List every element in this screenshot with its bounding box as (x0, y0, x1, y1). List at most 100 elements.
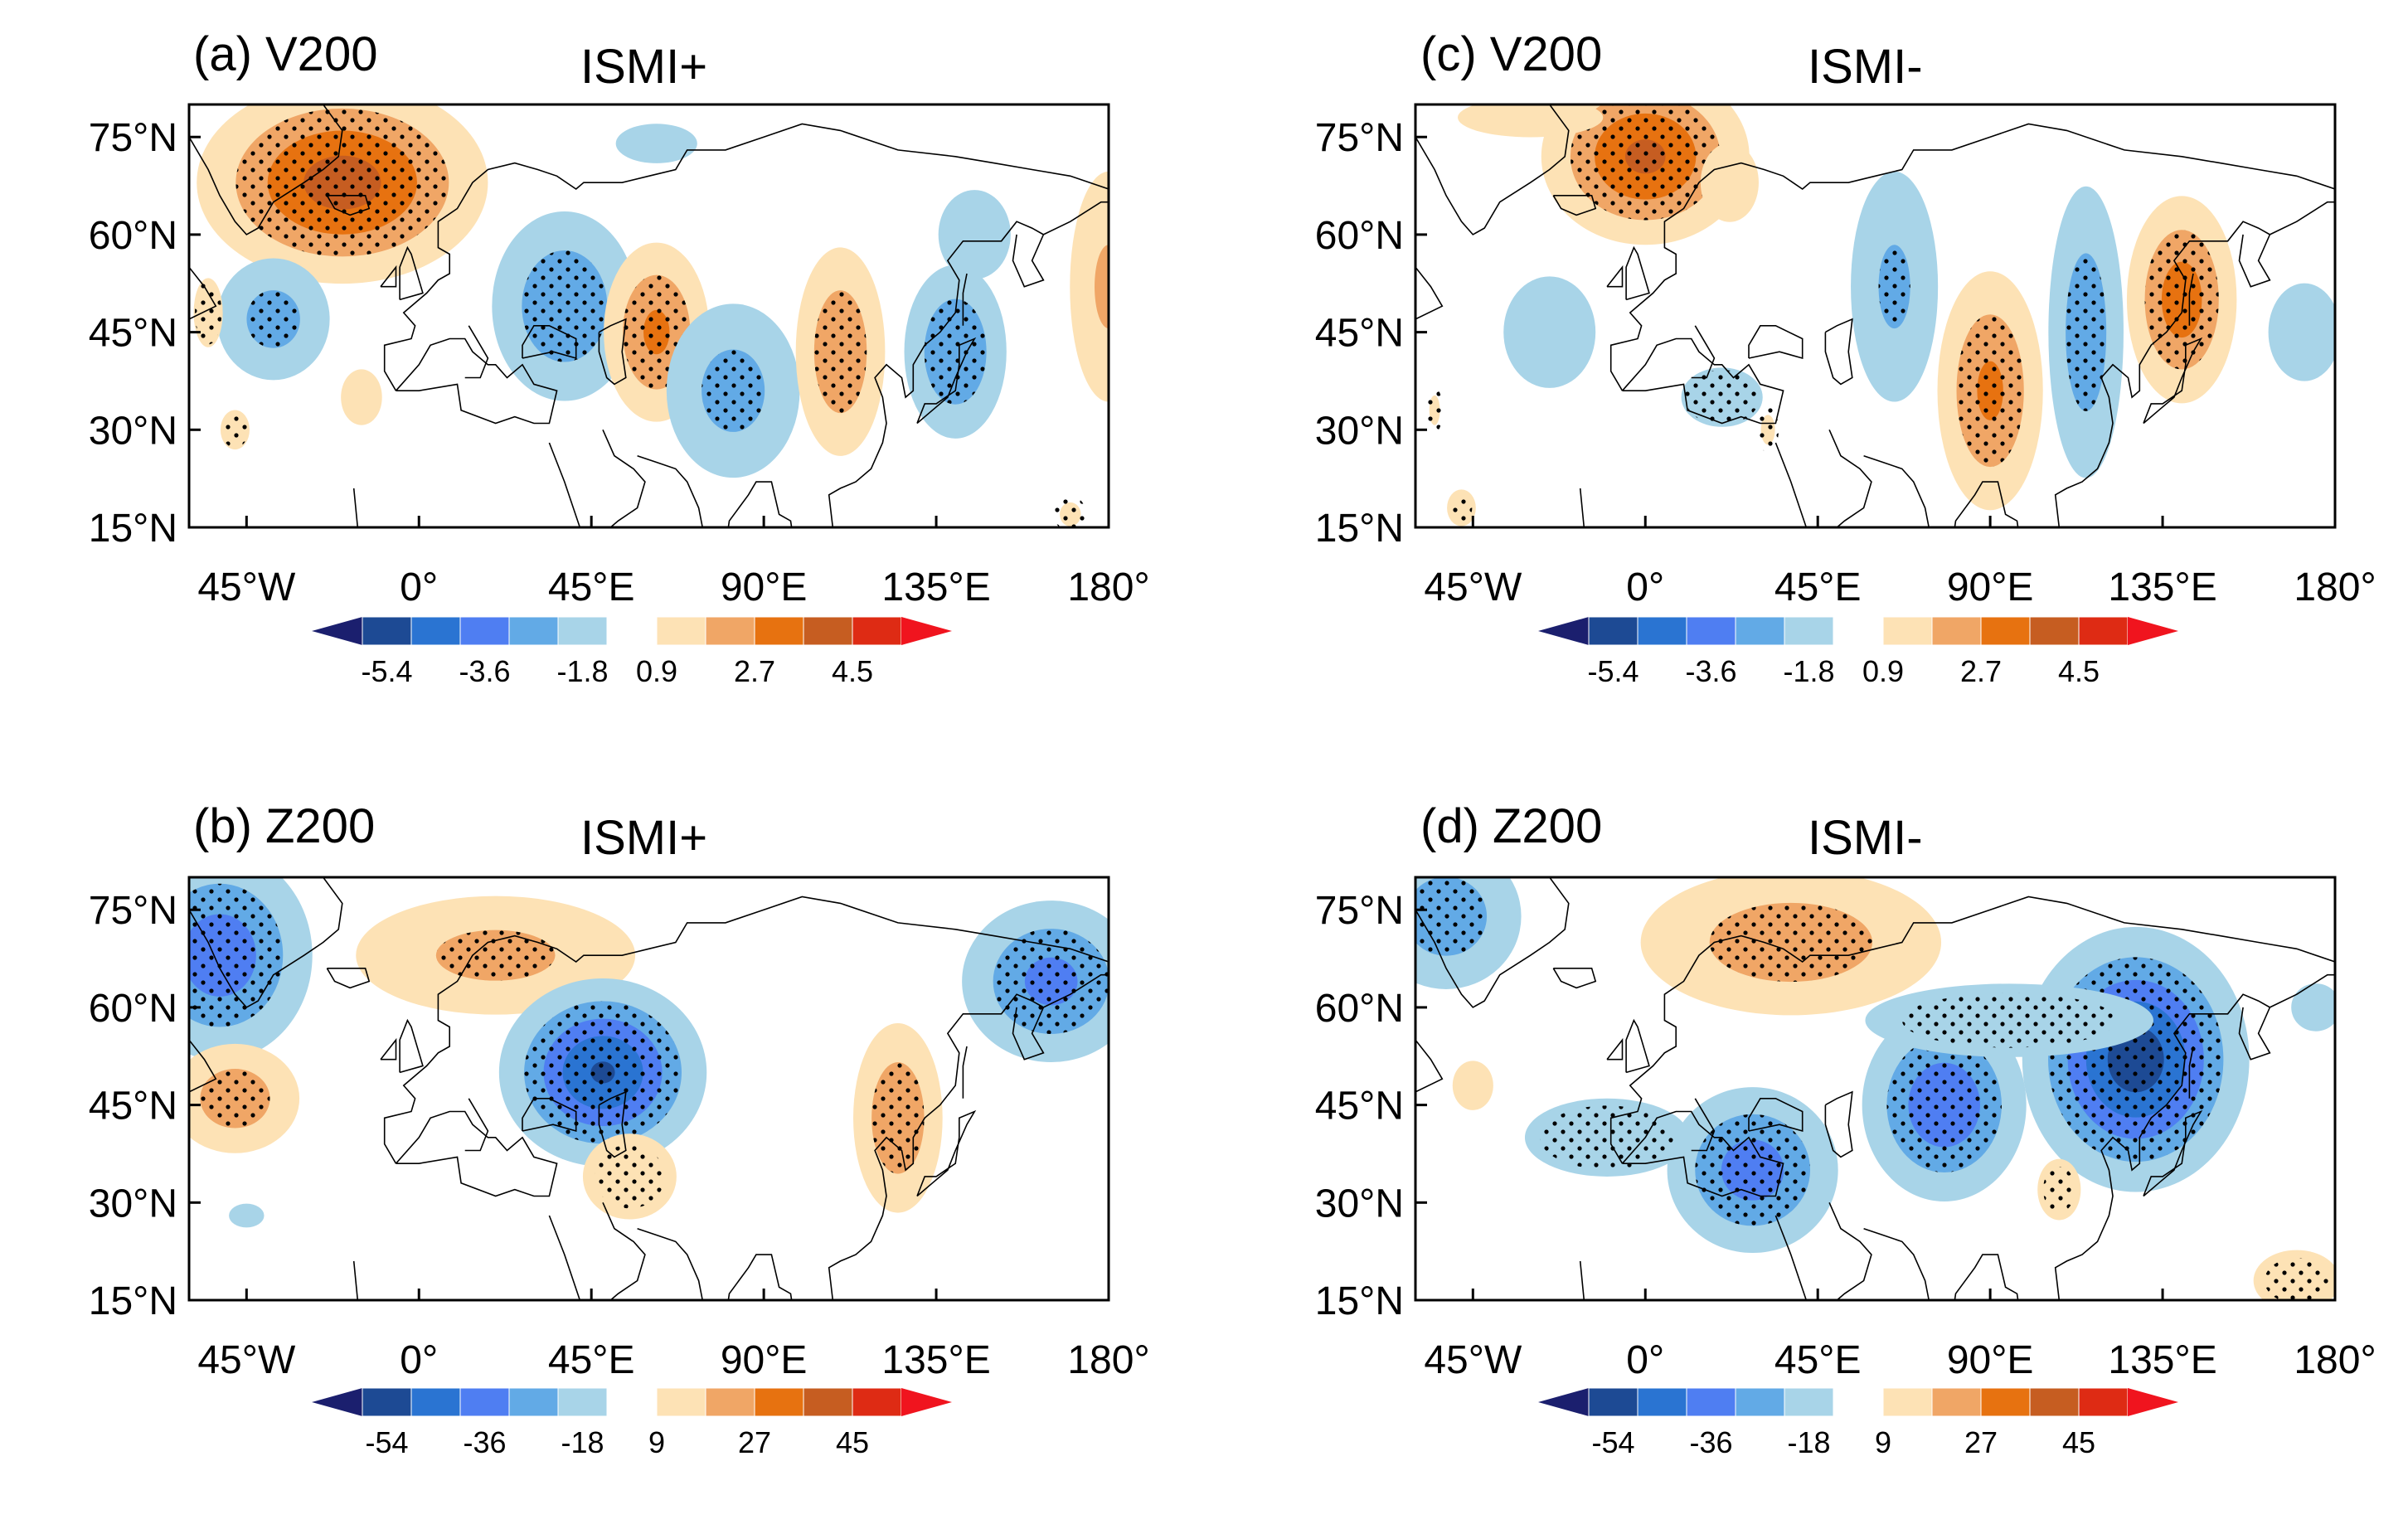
lat-tick-label: 60°N (1315, 214, 1404, 258)
lat-tick-label: 60°N (89, 214, 177, 258)
anomaly-a-9 (795, 247, 886, 456)
panel-c-coastlines (1415, 104, 2335, 527)
coastline-a-15 (916, 337, 977, 425)
lon-tick-label: 180° (1067, 1338, 1149, 1382)
lon-tick-label: 0° (1626, 1338, 1664, 1382)
lon-tick-label: 45°E (548, 565, 635, 609)
panel-b: (b) Z200 ISMI+ 75°N 60°N 45°N 30°N 15°N 45°W… (89, 799, 1150, 1459)
colorbar-neg-box (1588, 1387, 1639, 1417)
panel-c-fields (1415, 104, 2335, 527)
coastline-d-17 (2270, 973, 2335, 1008)
lon-tick-label: 135°E (881, 565, 990, 609)
colorbar-pos-box (1882, 1387, 1933, 1417)
panel-c-frame (1414, 103, 2337, 529)
panel-c-label: (c) V200 (1420, 27, 1602, 81)
lat-tick-label: 60°N (1315, 987, 1404, 1031)
colorbar-neg-box (508, 616, 559, 646)
significance-c-0 (1570, 104, 1721, 221)
colorbar-neg-arrow (1538, 1388, 1589, 1416)
coastline-d-15 (2143, 1109, 2203, 1197)
significance-a-2 (221, 411, 249, 449)
colorbar-pos-box (754, 1387, 804, 1417)
coastline-b-1 (189, 877, 343, 1008)
lon-tick-label: 45°E (548, 1338, 635, 1382)
lon-tick-label: 135°E (881, 1338, 990, 1382)
significance-c-12 (1757, 406, 1779, 453)
panel-b-lon-ticks: 45°W 0° 45°E 90°E 135°E 180° (197, 1289, 1150, 1382)
colorbar-neg-box (557, 616, 608, 646)
colorbar-neg-box (362, 616, 412, 646)
coastline-a-4 (399, 245, 424, 301)
coastline-b-16 (962, 1046, 968, 1099)
colorbar-label: -36 (463, 1425, 506, 1459)
panel-c: (c) V200 ISMI- 75°N 60°N 45°N 30°N 15°N 45°W… (1315, 27, 2376, 688)
coastline-a-10 (352, 488, 359, 527)
contour-c-2-0 (1700, 143, 1759, 222)
anomaly-d-1 (1640, 877, 1942, 1016)
anomaly-c-7 (2048, 186, 2124, 478)
colorbar-pos-box (656, 616, 706, 646)
coastline-c-11 (1774, 442, 1808, 527)
coastline-c-0 (1415, 265, 1444, 320)
anomaly-b-4 (582, 1133, 677, 1220)
panel-c-lat-ticks: 75°N 60°N 45°N 30°N 15°N (1315, 116, 1427, 551)
colorbar-label: 9 (1875, 1425, 1891, 1459)
panel-d-map (1414, 876, 2337, 1302)
colorbar-pos-box (803, 616, 853, 646)
coastline-c-15 (2143, 337, 2203, 425)
colorbar-neg-box (1588, 616, 1639, 646)
panel-d-frame (1414, 876, 2337, 1302)
lat-tick-label: 15°N (89, 507, 177, 551)
colorbar-label: 0.9 (1862, 654, 1904, 688)
anomaly-a-13 (193, 278, 223, 347)
coastline-c-13 (1863, 454, 2019, 527)
anomaly-c-10 (1426, 387, 1443, 434)
colorbar-neg-arrow (312, 1388, 362, 1416)
significance-b-0 (189, 883, 284, 1027)
anomaly-a-12 (1070, 171, 1109, 402)
lat-tick-label: 75°N (89, 116, 177, 160)
lat-tick-label: 75°N (89, 889, 177, 933)
colorbar-label: 2.7 (1960, 654, 2002, 688)
colorbar-label: 2.7 (734, 654, 775, 688)
panel-c-lon-ticks: 45°W 0° 45°E 90°E 135°E 180° (1424, 516, 2376, 609)
panel-d: (d) Z200 ISMI- 75°N 60°N 45°N 30°N 15°N 45°W… (1315, 799, 2376, 1459)
coastline-a-11 (548, 442, 581, 527)
contour-c-9-0 (2268, 283, 2335, 381)
coastline-b-11 (548, 1215, 581, 1300)
colorbar-pos-box (1882, 616, 1933, 646)
panel-b-lat-ticks: 75°N 60°N 45°N 30°N 15°N (89, 889, 201, 1323)
coastline-d-3 (1609, 896, 2335, 1164)
lat-tick-label: 30°N (89, 409, 177, 453)
coastline-a-0 (189, 265, 217, 320)
significance-b-1 (200, 1069, 270, 1129)
colorbar-label: -54 (365, 1425, 408, 1459)
contour-a-12-1 (1095, 245, 1109, 329)
lat-tick-label: 60°N (89, 987, 177, 1031)
colorbar-label: -5.4 (1587, 654, 1639, 688)
panel-c-colorbar: -5.4 -3.6 -1.8 0.9 2.7 4.5 (1538, 616, 2178, 688)
lon-tick-label: 180° (2294, 1338, 2376, 1382)
colorbar-neg-box (410, 616, 461, 646)
colorbar-label: 4.5 (832, 654, 873, 688)
colorbar-pos-box (1980, 616, 2031, 646)
coastline-b-15 (916, 1109, 977, 1197)
coastline-a-5 (380, 265, 397, 288)
anomaly-c-6 (1937, 271, 2043, 511)
panel-b-frame (187, 876, 1110, 1302)
anomaly-c-3 (1503, 276, 1596, 388)
significance-d-7 (1901, 993, 2117, 1048)
coastline-a-6 (395, 337, 558, 425)
colorbar-label: 9 (648, 1425, 665, 1459)
panel-c-map (1414, 103, 2337, 529)
panel-d-lon-ticks: 45°W 0° 45°E 90°E 135°E 180° (1424, 1289, 2376, 1382)
colorbar-pos-box (2078, 616, 2129, 646)
panel-a-colorbar: -5.4 -3.6 -1.8 0.9 2.7 4.5 (312, 616, 952, 688)
colorbar-pos-arrow (901, 1388, 952, 1416)
panel-d-coastlines (1415, 877, 2335, 1300)
coastline-b-2 (326, 968, 371, 989)
coastline-d-1 (1415, 877, 1570, 1008)
coastline-d-5 (1606, 1037, 1624, 1061)
lon-tick-label: 45°E (1774, 1338, 1862, 1382)
colorbar-pos-box (1980, 1387, 2031, 1417)
